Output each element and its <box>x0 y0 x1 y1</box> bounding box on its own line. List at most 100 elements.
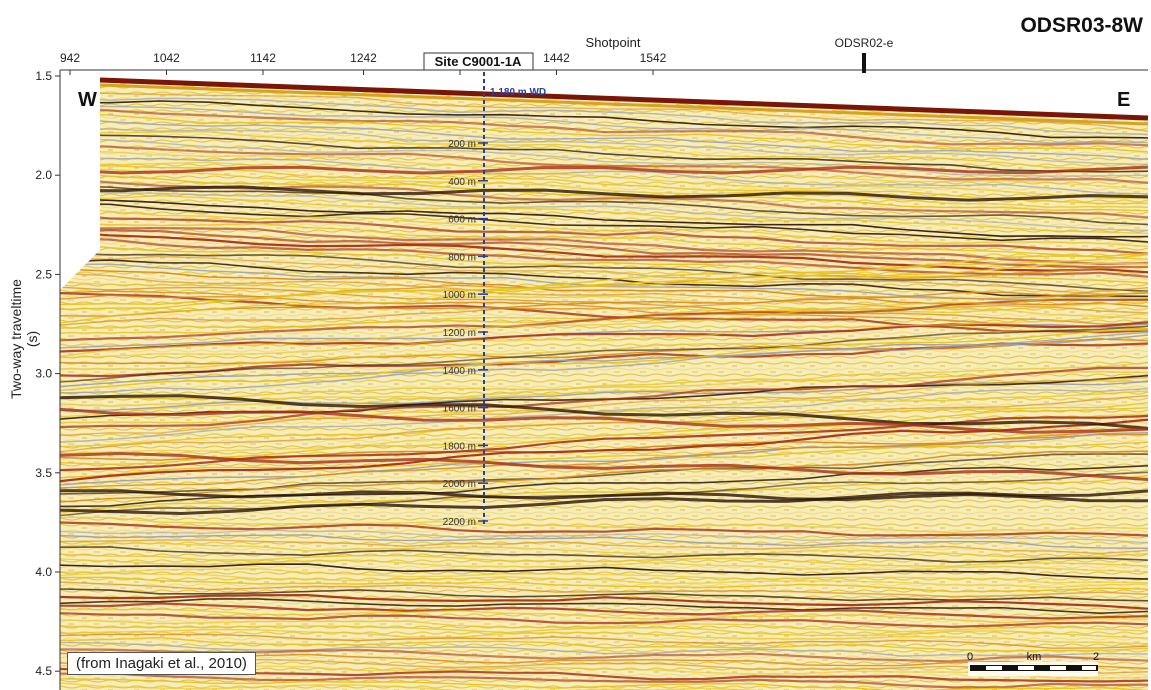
reflector-line <box>60 387 1148 443</box>
reflector-line <box>60 625 1148 639</box>
reflector-line <box>60 251 1148 293</box>
reflector-line <box>60 628 1148 645</box>
reflector-line <box>60 253 1148 324</box>
scale-bar: 0 km 2 <box>967 651 1099 676</box>
reflector-line <box>60 238 1148 278</box>
reflector-line <box>60 184 1148 226</box>
reflector-line <box>60 567 1148 584</box>
reflector-line <box>60 105 1148 144</box>
reflector-line <box>60 231 1148 274</box>
reflector-line <box>60 633 1148 649</box>
scale-bar-segment <box>1018 666 1034 670</box>
reflector-line <box>60 553 1148 568</box>
reflector-line <box>60 298 1148 342</box>
reflector-line <box>60 96 1148 136</box>
scale-bar-segment <box>1082 666 1096 670</box>
reflector-line <box>60 207 1148 248</box>
reflector-line <box>60 572 1148 589</box>
reflector-line <box>60 197 1148 238</box>
crossing-line-marker <box>862 53 866 73</box>
crossing-line-label: ODSR02-e <box>835 36 894 50</box>
y-tick-label: 1.5 <box>35 69 52 83</box>
seismic-section <box>60 78 1148 690</box>
attribution-note: (from Inagaki et al., 2010) <box>67 652 256 675</box>
reflector-line <box>60 106 1148 147</box>
y-axis-ticks: 1.5 2.0 2.5 3.0 3.5 4.0 4.5 <box>35 69 60 678</box>
x-tick-label: 942 <box>60 51 80 65</box>
reflector-line <box>60 325 1148 383</box>
reflector-line <box>60 226 1148 266</box>
reflector-line <box>60 521 1148 537</box>
depth-tick-label: 1000 m <box>443 290 476 301</box>
west-label: W <box>78 89 97 111</box>
reflector-line <box>60 167 1148 209</box>
reflector-line <box>60 380 1148 412</box>
reflector-line <box>60 394 1148 453</box>
reflector-line <box>60 576 1148 593</box>
reflector-line <box>60 450 1148 503</box>
reflector-line <box>60 255 1148 295</box>
reflector-line <box>60 361 1148 418</box>
reflector-line <box>60 593 1148 610</box>
reflector-line <box>60 376 1148 437</box>
reflector-line <box>60 441 1148 479</box>
scale-bar-segment <box>986 666 1002 670</box>
reflector-line <box>60 338 1148 365</box>
reflector-line <box>60 602 1148 620</box>
strong-reflector <box>60 407 1148 434</box>
depth-tick-label: 1800 m <box>443 441 476 452</box>
reflector-line <box>60 290 1148 330</box>
strong-reflector <box>60 185 1148 202</box>
reflector-line <box>60 130 1148 170</box>
reflector-line <box>60 292 1148 334</box>
reflector-line <box>60 312 1148 359</box>
reflector-line <box>60 516 1148 534</box>
reflector-line <box>60 641 1148 657</box>
reflector-line <box>60 334 1148 388</box>
y-axis-label: Two-way traveltime (s) <box>8 279 40 399</box>
reflector-line <box>60 432 1148 486</box>
site-label: Site C9001-1A <box>435 54 522 69</box>
reflector-line <box>60 286 1148 326</box>
reflector-line <box>60 390 1148 424</box>
reflector-line <box>60 453 1148 495</box>
reflector-line <box>60 428 1148 489</box>
reflector-line <box>60 636 1148 652</box>
reflector-line <box>60 418 1148 483</box>
reflector-line <box>60 371 1148 400</box>
line-title: ODSR03-8W <box>1020 14 1143 37</box>
reflector-line <box>60 588 1148 602</box>
depth-tick-label: 800 m <box>448 252 476 263</box>
east-label: E <box>1117 89 1130 111</box>
reflector-line <box>60 137 1148 177</box>
reflector-line <box>60 407 1148 466</box>
site-label-box <box>423 52 534 71</box>
seafloor-reflector-secondary <box>99 83 1149 126</box>
reflector-line <box>60 100 1148 139</box>
reflector-line <box>60 171 1148 212</box>
depth-tick-label: 2200 m <box>443 517 476 528</box>
reflector-line <box>60 678 1148 690</box>
reflector-line <box>60 281 1148 320</box>
x-tick-label: 1142 <box>250 51 276 65</box>
borehole-depth-ticks: 200 m 400 m 600 m 800 m 1000 m 1200 m 1400 m 16… <box>443 139 488 528</box>
reflector-line <box>60 290 1148 358</box>
scale-bar-end: 2 <box>1093 651 1099 663</box>
depth-tick-label: 200 m <box>448 139 476 150</box>
reflector-line <box>60 327 1148 392</box>
reflector-line <box>60 142 1148 185</box>
reflector-line <box>60 682 1148 690</box>
reflector-line <box>60 272 1148 314</box>
y-tick-label: 2.5 <box>35 267 52 281</box>
depth-tick-label: 400 m <box>448 177 476 188</box>
reflector-line <box>60 134 1148 173</box>
y-tick-label: 4.5 <box>35 664 52 678</box>
reflector-line <box>60 191 1148 232</box>
reflector-line <box>60 127 1148 165</box>
reflector-line <box>60 89 1148 132</box>
reflector-line <box>60 581 1148 598</box>
reflector-line <box>60 558 1148 573</box>
reflector-line <box>60 672 1148 689</box>
reflector-line <box>60 155 1148 195</box>
